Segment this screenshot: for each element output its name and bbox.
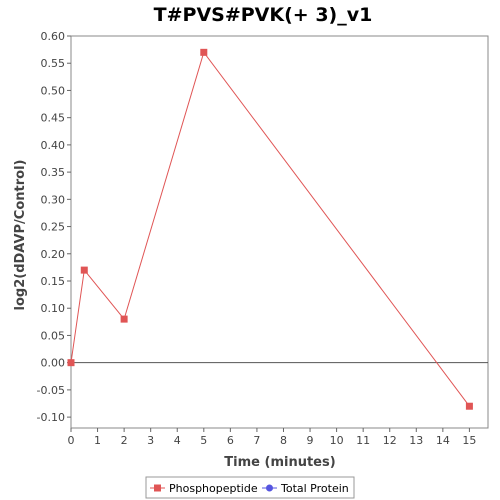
data-point [67, 359, 75, 367]
y-tick-label: 0.20 [41, 248, 66, 261]
legend: Phosphopeptide Total Protein [145, 476, 355, 499]
x-tick-label: 15 [462, 434, 476, 447]
y-axis-ticks: -0.10 -0.05 0.00 0.05 0.10 0.15 0.20 0.25 0.30 0.… [37, 30, 71, 424]
y-tick-label: 0.15 [41, 275, 66, 288]
y-tick-label: 0.25 [41, 221, 66, 234]
x-tick-label: 4 [174, 434, 181, 447]
x-tick-label: 1 [94, 434, 101, 447]
y-tick-label: 0.00 [41, 357, 66, 370]
legend-marker [154, 484, 161, 492]
data-point [120, 315, 128, 323]
legend-marker [266, 484, 273, 492]
y-tick-label: 0.45 [41, 112, 66, 125]
y-tick-label: 0.05 [41, 329, 66, 342]
x-tick-label: 11 [356, 434, 370, 447]
x-tick-label: 10 [330, 434, 344, 447]
y-tick-label: 0.40 [41, 139, 66, 152]
data-point [80, 266, 88, 274]
y-tick-label: -0.05 [37, 384, 65, 397]
x-axis-ticks: 0 1 2 3 4 5 6 7 8 9 10 11 12 13 14 15 [68, 428, 476, 447]
x-tick-label: 2 [121, 434, 128, 447]
y-tick-label: 0.30 [41, 193, 66, 206]
legend-box [145, 476, 355, 499]
x-tick-label: 6 [227, 434, 234, 447]
legend-label: Total Protein [280, 482, 349, 495]
series-layer [67, 48, 473, 410]
x-tick-label: 12 [383, 434, 397, 447]
x-tick-label: 5 [200, 434, 207, 447]
x-axis-label: Time (minutes) [224, 455, 335, 470]
legend-label: Phosphopeptide [169, 482, 258, 495]
x-tick-label: 9 [307, 434, 314, 447]
x-tick-label: 8 [280, 434, 287, 447]
plot-frame [70, 35, 489, 429]
y-tick-label: 0.55 [41, 57, 66, 70]
y-tick-label: 0.35 [41, 166, 66, 179]
y-tick-label: 0.60 [41, 30, 66, 43]
x-tick-label: 14 [436, 434, 450, 447]
x-tick-label: 3 [147, 434, 154, 447]
x-tick-label: 13 [409, 434, 423, 447]
y-tick-label: -0.10 [37, 411, 65, 424]
chart-title: T#PVS#PVK(+ 3)_v1 [154, 4, 373, 26]
data-point [465, 402, 473, 410]
plot-area [70, 35, 489, 429]
x-tick-label: 0 [68, 434, 75, 447]
y-tick-label: 0.50 [41, 84, 66, 97]
y-axis-label: log2(dDAVP/Control) [13, 160, 28, 311]
y-tick-label: 0.10 [41, 302, 66, 315]
data-point [200, 48, 208, 56]
x-tick-label: 7 [253, 434, 260, 447]
